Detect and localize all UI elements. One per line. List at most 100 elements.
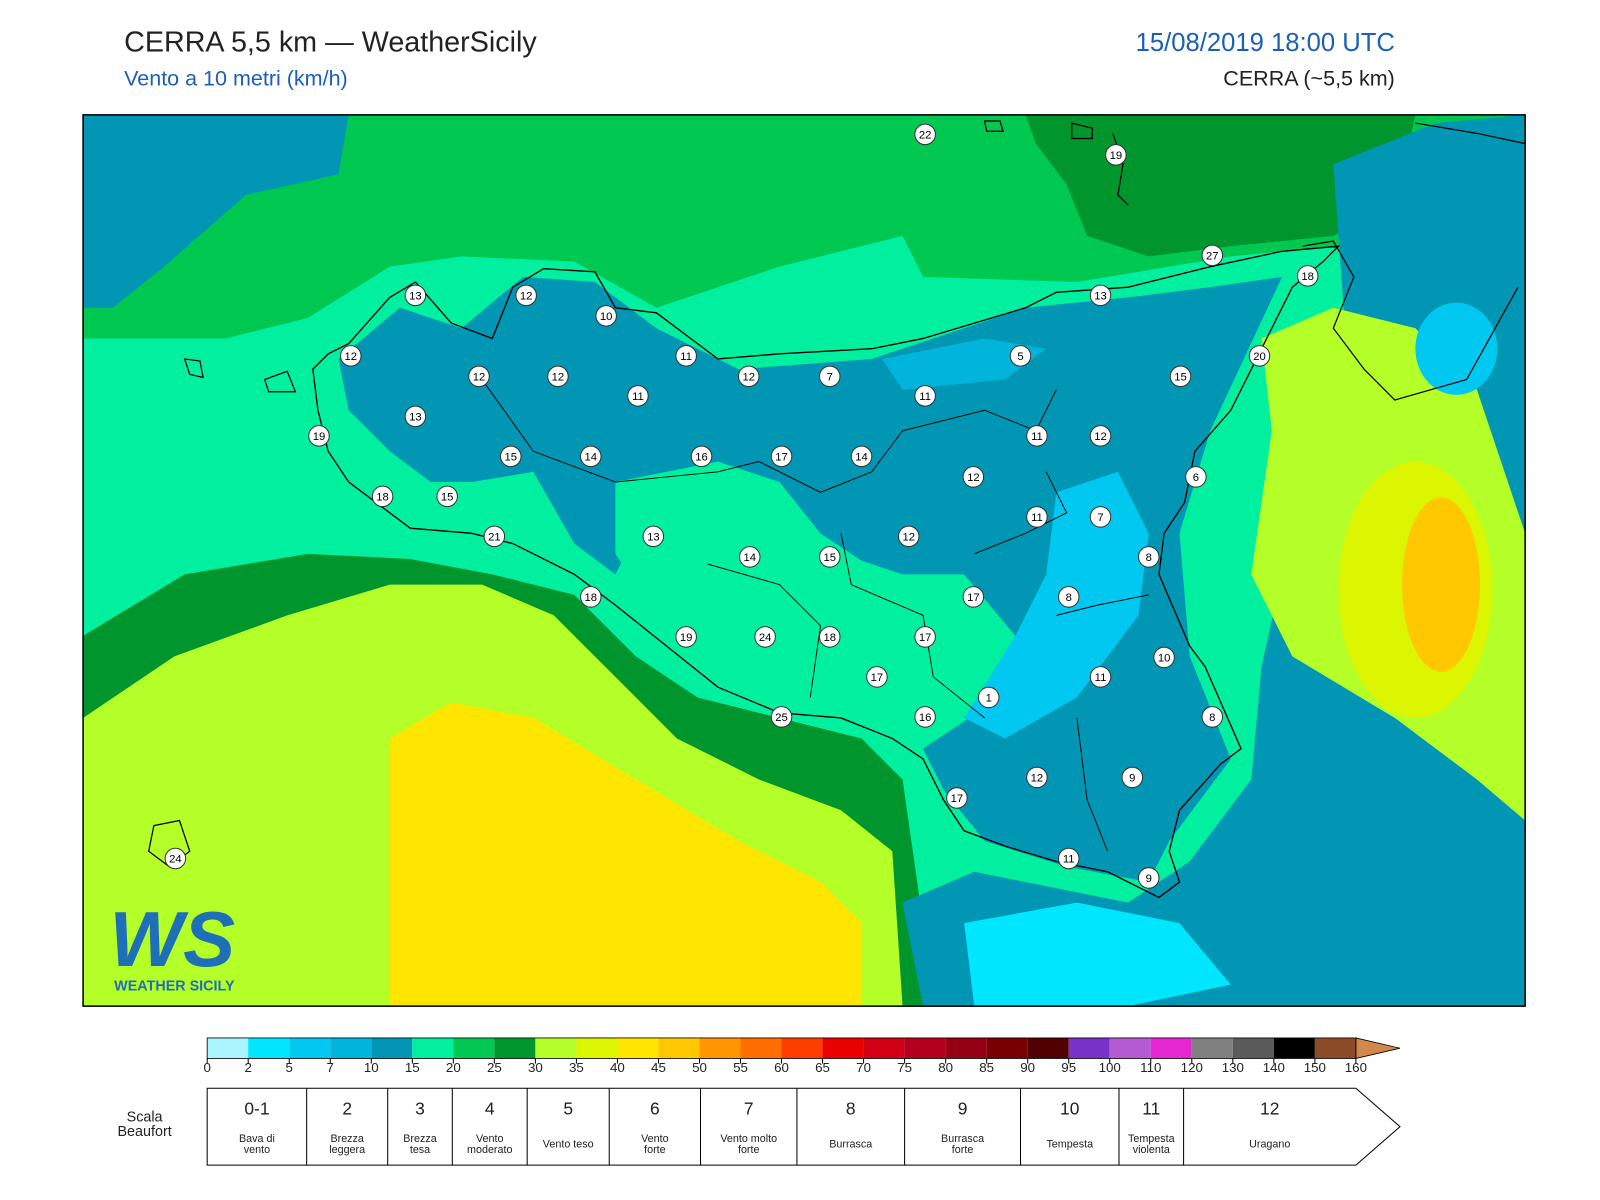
station-value: 13 (409, 290, 422, 302)
station-marker (1169, 365, 1192, 388)
beaufort-label: Vento molto (720, 1133, 777, 1145)
colorbar-segment (822, 1037, 864, 1059)
colorbar-segment (330, 1037, 372, 1059)
station-value: 13 (1094, 290, 1107, 302)
logo-name: WEATHER SICILY (114, 978, 235, 994)
beaufort-number: 12 (1260, 1098, 1279, 1118)
station-marker (1009, 345, 1032, 367)
station-value: 27 (1206, 250, 1219, 262)
colorbar-tick-label: 30 (528, 1060, 543, 1075)
station-marker (1089, 506, 1112, 528)
colorbar-segment (207, 1037, 249, 1059)
colorbar-segment (699, 1037, 741, 1059)
station-value: 11 (680, 351, 692, 363)
colorbar-tick-label: 35 (569, 1060, 584, 1075)
station-marker (962, 466, 985, 488)
station-marker (1089, 666, 1112, 688)
station-marker (914, 123, 936, 146)
station-marker (580, 586, 602, 608)
beaufort-number: 2 (342, 1098, 352, 1118)
station-marker (1296, 265, 1319, 287)
station-marker (770, 445, 793, 468)
station-value: 11 (632, 391, 644, 403)
beaufort-label: Vento (476, 1133, 504, 1145)
station-value: 10 (600, 311, 613, 323)
wind-area (882, 338, 1047, 390)
colorbar-segment (535, 1037, 577, 1059)
station-marker (737, 365, 760, 388)
logo-mark: WS (110, 895, 236, 983)
colorbar-segment (740, 1037, 782, 1059)
wind-area (615, 461, 924, 718)
map-frame (82, 114, 1526, 1007)
wind-area (389, 702, 862, 1007)
station-marker (483, 525, 506, 548)
station-marker (675, 345, 697, 367)
station-value: 11 (1095, 672, 1107, 684)
colorbar-extend (1355, 1037, 1401, 1059)
beaufort-label: violenta (1133, 1144, 1170, 1156)
station-value: 17 (871, 672, 884, 684)
station-value: 9 (1146, 873, 1152, 885)
station-value: 6 (1193, 472, 1199, 484)
station-value: 9 (1129, 772, 1135, 784)
station-value: 12 (345, 351, 358, 363)
beaufort-label: forte (952, 1144, 974, 1156)
station-marker (1121, 766, 1144, 789)
colorbar-tick-label: 70 (856, 1060, 871, 1075)
beaufort-label: Brezza (403, 1133, 436, 1145)
station-marker (468, 365, 490, 388)
station-value: 17 (967, 592, 980, 604)
colorbar-tick-label: 65 (815, 1060, 830, 1075)
station-value: 14 (743, 552, 756, 564)
station-marker (675, 626, 697, 648)
station-value: 15 (505, 451, 518, 463)
station-value: 10 (1158, 652, 1171, 664)
station-marker (595, 305, 617, 327)
station-marker (404, 405, 427, 428)
colorbar-segment (1027, 1037, 1069, 1059)
beaufort-label: vento (244, 1144, 270, 1156)
colorbar-segment (494, 1037, 536, 1059)
colorbar-segment (412, 1037, 454, 1059)
beaufort-label: forte (644, 1144, 666, 1156)
wind-area (338, 276, 1283, 883)
beaufort-number: 6 (650, 1098, 660, 1118)
colorbar-tick-label: 2 (244, 1060, 251, 1075)
station-marker (738, 546, 761, 568)
station-marker (962, 586, 985, 608)
colorbar-segment (1314, 1037, 1356, 1059)
colorbar-tick-label: 95 (1061, 1060, 1076, 1075)
station-value: 15 (823, 552, 836, 564)
beaufort-label: Burrasca (829, 1138, 872, 1150)
station-value: 12 (902, 531, 915, 543)
station-marker (1153, 646, 1175, 669)
beaufort-label: Uragano (1249, 1138, 1290, 1150)
station-marker (1248, 345, 1271, 367)
wind-area (1402, 497, 1480, 672)
station-value: 17 (919, 632, 932, 644)
wind-area (964, 902, 1231, 1007)
colorbar-segment (1068, 1037, 1110, 1059)
station-marker (1089, 425, 1112, 447)
colorbar-segment (1109, 1037, 1151, 1059)
station-marker (164, 847, 187, 870)
station-value: 25 (775, 712, 788, 724)
subtitle: Vento a 10 metri (km/h) (124, 67, 348, 91)
colorbar-tick-label: 7 (327, 1060, 334, 1075)
colorbar-segment (945, 1037, 987, 1059)
wind-area (964, 471, 1149, 739)
colorbar-tick-label: 5 (286, 1060, 293, 1075)
station-marker (499, 445, 522, 468)
station-value: 16 (919, 712, 932, 724)
colorbar-tick-label: 80 (938, 1060, 953, 1075)
beaufort-outline (206, 1087, 1401, 1166)
wind-area (1415, 302, 1498, 395)
station-value: 8 (1066, 592, 1072, 604)
colorbar-tick-label: 50 (692, 1060, 707, 1075)
station-marker (1201, 706, 1224, 728)
station-marker (580, 445, 602, 468)
station-marker (1026, 506, 1048, 528)
